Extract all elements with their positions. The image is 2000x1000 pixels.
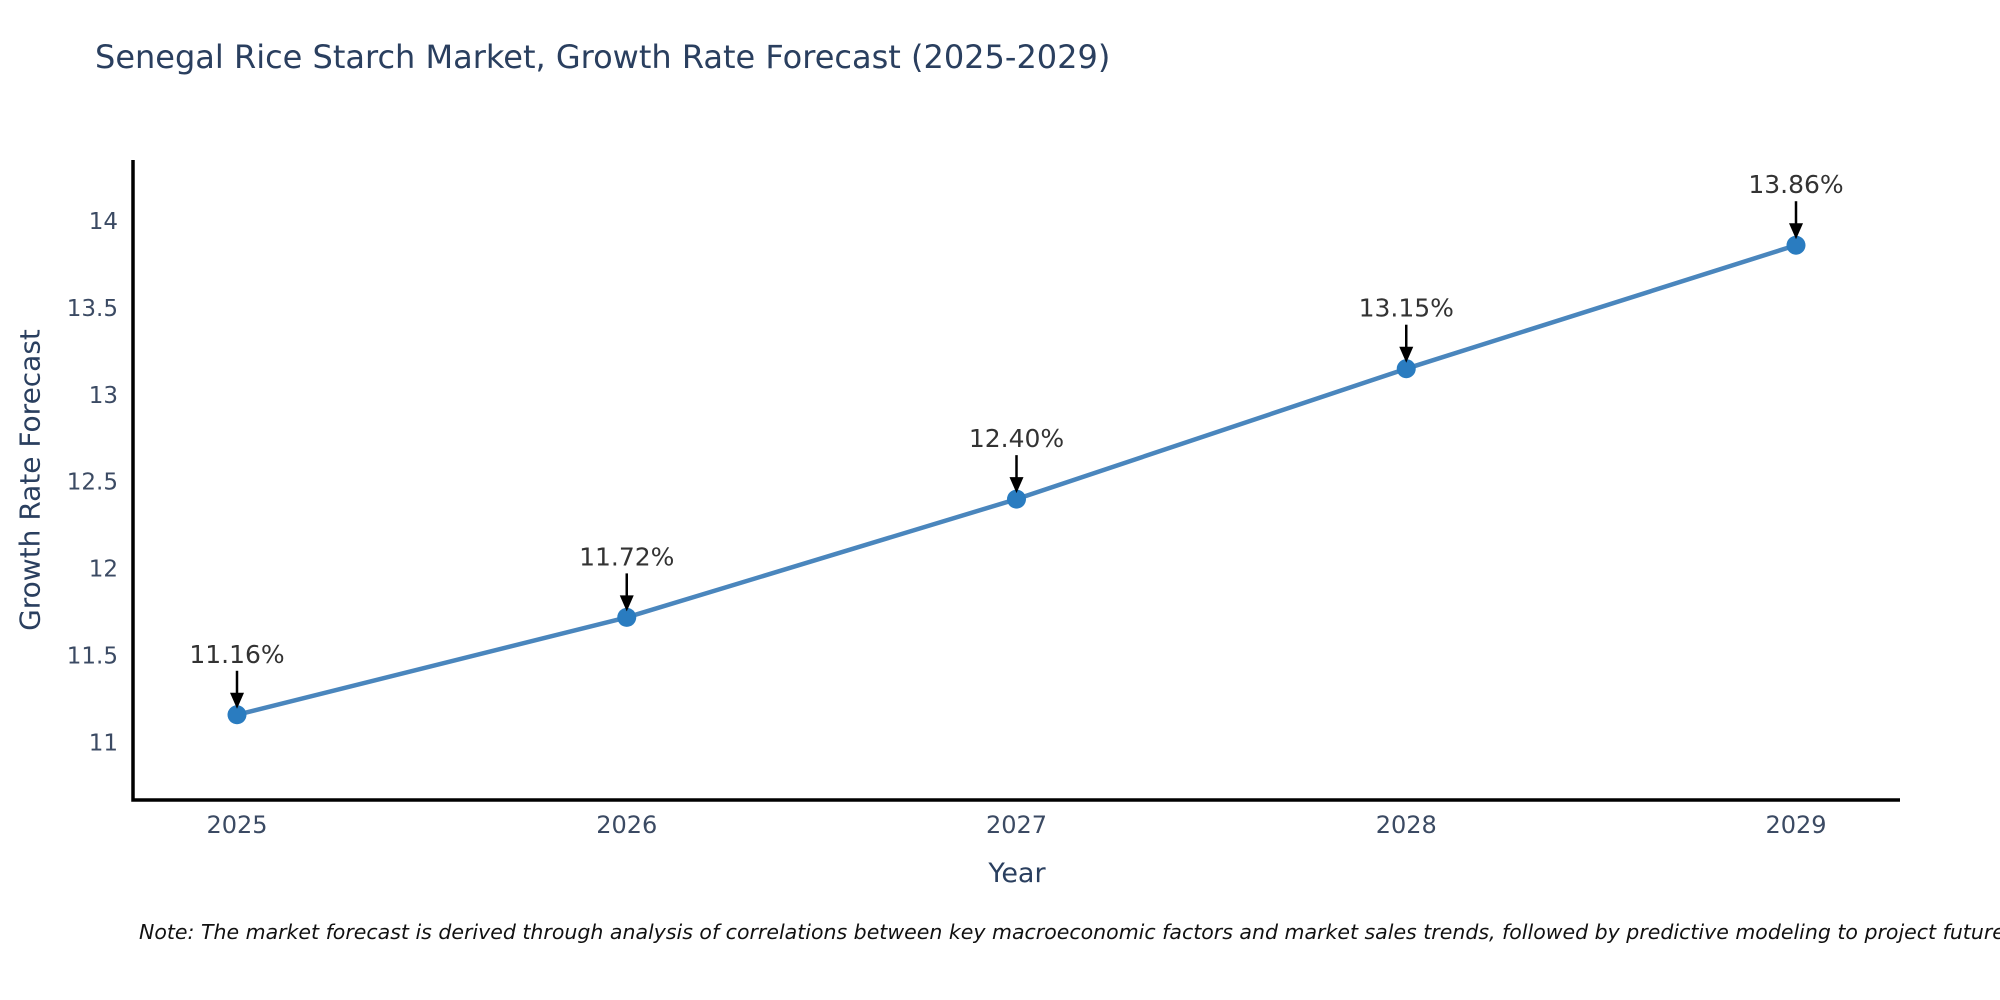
x-tick-label: 2029 [1765, 811, 1826, 839]
y-tick-label: 11 [89, 731, 118, 757]
x-tick-label: 2026 [596, 811, 657, 839]
x-tick-label: 2025 [206, 811, 267, 839]
data-point [617, 607, 637, 627]
y-tick-label: 14 [89, 209, 118, 235]
x-tick-label: 2028 [1376, 811, 1437, 839]
data-point [227, 705, 247, 725]
y-tick-label: 13.5 [67, 296, 118, 322]
chart-title: Senegal Rice Starch Market, Growth Rate … [95, 38, 1111, 76]
y-tick-label: 13 [89, 383, 118, 409]
annotation-arrowhead [1009, 477, 1024, 494]
data-point-label: 11.72% [579, 542, 674, 571]
annotation-arrowhead [230, 692, 244, 709]
footnote: Note: The market forecast is derived thr… [139, 920, 2000, 944]
data-point-label: 12.40% [969, 424, 1064, 453]
y-tick-label: 12.5 [67, 470, 118, 496]
data-point-label: 13.15% [1359, 294, 1454, 323]
annotation-arrowhead [1399, 346, 1414, 363]
y-tick-label: 12 [89, 557, 118, 583]
y-tick-label: 11.5 [67, 644, 118, 670]
data-point-label: 11.16% [189, 640, 284, 669]
annotation-arrowhead [1789, 223, 1803, 240]
annotation-arrowhead [619, 595, 634, 612]
x-axis-title: Year [988, 858, 1046, 889]
data-point [1396, 359, 1416, 379]
data-point [1007, 489, 1026, 509]
data-point [1786, 235, 1806, 255]
data-point-label: 13.86% [1748, 170, 1843, 199]
x-tick-label: 2027 [986, 811, 1047, 839]
y-axis-title: Growth Rate Forecast [13, 329, 47, 631]
axis-spines [131, 160, 1900, 802]
